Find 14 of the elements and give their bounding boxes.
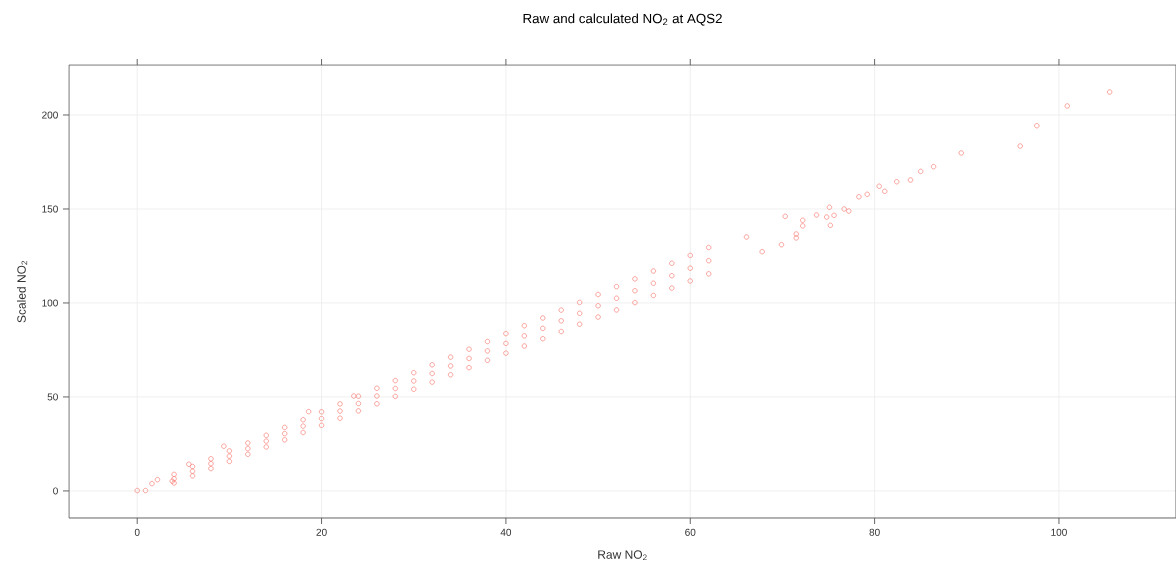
x-tick-label: 80 [869, 528, 880, 536]
y-tick-label: 100 [42, 299, 58, 307]
x-tick-label: 0 [134, 528, 140, 536]
y-tick-label: 200 [42, 111, 58, 119]
x-tick-label: 60 [685, 528, 696, 536]
y-tick-label: 50 [47, 393, 58, 401]
x-tick-label: 100 [1051, 528, 1067, 536]
y-tick-label: 150 [42, 205, 58, 213]
x-tick-label: 20 [316, 528, 327, 536]
y-tick-label: 0 [53, 487, 58, 495]
x-axis-title: Raw NO$_{2}$ [598, 550, 647, 561]
chart-title: Raw and calculated NO$_{2}$ at AQS2 [523, 13, 722, 26]
x-tick-label: 40 [500, 528, 512, 536]
y-axis-title: Scaled NO$_{2}$ [16, 260, 28, 323]
